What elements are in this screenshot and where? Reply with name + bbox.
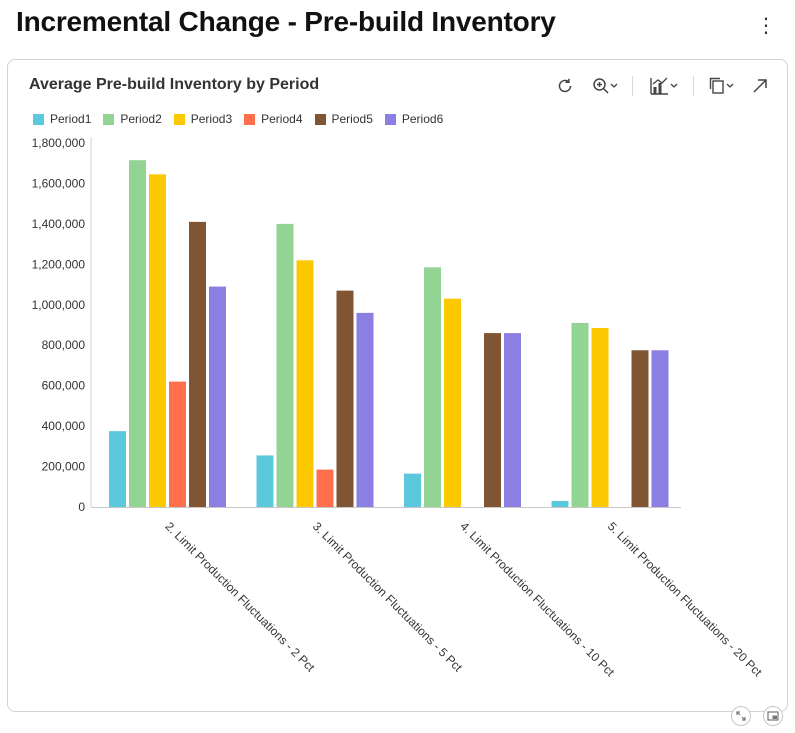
copy-icon[interactable]: [709, 72, 737, 100]
chart-card: Average Pre-build Inventory by Period Pe…: [7, 59, 788, 712]
legend-label: Period1: [50, 112, 92, 126]
legend-label: Period6: [401, 112, 444, 126]
bar-period5-3: [484, 333, 501, 507]
chart-type-icon[interactable]: [650, 72, 680, 100]
y-tick-label: 1,800,000: [32, 136, 86, 150]
y-tick-label: 1,400,000: [32, 217, 86, 231]
y-tick-label: 600,000: [42, 379, 86, 393]
kebab-menu-icon[interactable]: ⋮: [756, 15, 776, 37]
legend-swatch: [103, 113, 115, 125]
legend-swatch: [244, 113, 256, 125]
bar-period6-3: [504, 333, 521, 507]
x-tick-label: 5. Limit Production Fluctuations - 20 Pc…: [605, 519, 765, 679]
y-tick-label: 1,600,000: [32, 176, 86, 190]
toolbar-divider: [632, 76, 633, 96]
page-title: Incremental Change - Pre-build Inventory: [16, 6, 556, 37]
chart-title: Average Pre-build Inventory by Period: [29, 76, 320, 93]
picture-in-picture-icon[interactable]: [763, 706, 783, 726]
bar-chart: 0 200,000 400,000 600,000 800,000 1,000,000 1,…: [32, 136, 766, 680]
bar-period3-3: [444, 298, 461, 507]
bar-period5-1: [189, 221, 206, 507]
legend-swatch: [173, 113, 185, 125]
bar-period1-3: [404, 473, 421, 507]
toolbar-divider: [693, 76, 694, 96]
legend-swatch: [33, 113, 44, 125]
legend-item-period3[interactable]: Period3: [173, 112, 233, 126]
bar-period6-2: [356, 312, 374, 507]
y-tick-label: 400,000: [42, 419, 86, 433]
expand-arrow-icon[interactable]: [751, 72, 769, 100]
legend-item-period1[interactable]: Period1: [33, 112, 91, 126]
x-tick-label: 4. Limit Production Fluctuations - 10 Pc…: [457, 519, 617, 679]
bar-period3-1: [149, 174, 166, 507]
y-tick-label: 200,000: [42, 460, 86, 474]
legend-label: Period3: [190, 112, 233, 126]
y-tick-label: 800,000: [42, 338, 86, 352]
legend-item-period4[interactable]: Period4: [244, 112, 303, 126]
legend-label: Period2: [120, 112, 162, 126]
bar-period2-4: [571, 322, 589, 507]
legend-swatch: [384, 113, 396, 125]
legend-item-period5[interactable]: Period5: [314, 112, 373, 126]
legend-swatch: [314, 113, 326, 125]
bar-period3-4: [591, 328, 609, 507]
bar-period1-4: [551, 500, 569, 507]
zoom-in-icon[interactable]: [592, 72, 620, 100]
chart-legend: Period1 Period2 Period3 Period4 Period5 …: [33, 112, 443, 126]
bar-period3-2: [296, 260, 314, 507]
legend-item-period6[interactable]: Period6: [384, 112, 444, 126]
fit-icon[interactable]: [731, 706, 751, 726]
bar-period5-2: [336, 290, 354, 507]
legend-label: Period4: [261, 112, 303, 126]
bar-period2-1: [129, 160, 146, 507]
refresh-icon[interactable]: [556, 72, 574, 100]
y-tick-label: 0: [78, 500, 85, 514]
bar-period2-2: [276, 223, 294, 507]
bar-period4-1: [169, 381, 186, 507]
legend-item-period2[interactable]: Period2: [103, 112, 162, 126]
bar-period2-3: [424, 267, 441, 507]
bar-period5-4: [631, 350, 649, 507]
bar-period1-2: [256, 455, 274, 507]
x-tick-label: 2. Limit Production Fluctuations - 2 Pct: [162, 519, 318, 675]
bar-period6-4: [651, 350, 669, 507]
bar-period6-1: [209, 286, 226, 507]
legend-label: Period5: [331, 112, 373, 126]
y-tick-label: 1,200,000: [32, 257, 86, 271]
bar-period1-1: [109, 431, 126, 507]
bar-period4-2: [316, 469, 334, 507]
x-tick-label: 3. Limit Production Fluctuations - 5 Pct: [310, 519, 466, 675]
y-tick-label: 1,000,000: [32, 298, 86, 312]
